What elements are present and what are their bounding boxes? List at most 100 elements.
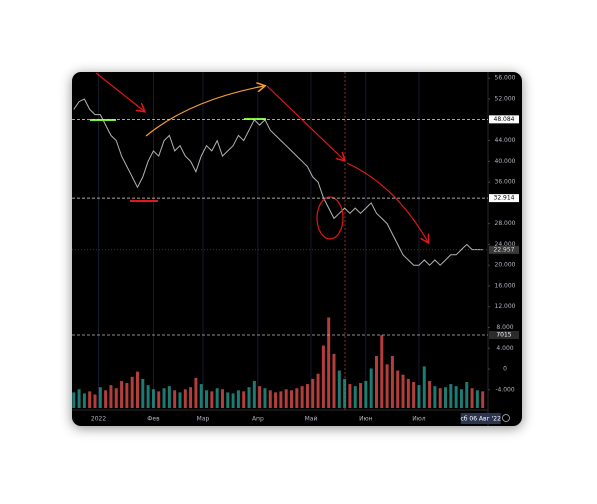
volume-bar [332, 353, 336, 408]
volume-level-box [489, 331, 519, 340]
volume-bar [247, 387, 251, 408]
volume-bar [88, 391, 92, 408]
volume-bar [199, 384, 203, 408]
volume-level-label: 7015 [496, 332, 511, 339]
x-tick-label: Май [305, 416, 318, 423]
x-tick-label: 2022 [91, 416, 106, 423]
volume-bar [72, 392, 76, 408]
volume-bar [141, 378, 145, 408]
volume-bar [470, 388, 474, 408]
settings-icon[interactable] [502, 414, 510, 422]
volume-bar [454, 386, 458, 408]
volume-bar [300, 386, 304, 408]
volume-bar [364, 380, 368, 408]
volume-bar [210, 391, 214, 408]
last-price-box [489, 245, 519, 254]
volume-bar [444, 387, 448, 408]
volume-bar [82, 393, 86, 408]
volume-bar [189, 387, 193, 408]
volume-bar [194, 377, 198, 408]
volume-bar [353, 386, 357, 408]
y-tick-label: 4.000 [496, 345, 513, 352]
y-tick-label: 28.000 [495, 220, 516, 227]
volume-bar [77, 389, 81, 408]
volume-bar [109, 385, 113, 408]
y-tick-label: 44.000 [495, 137, 516, 144]
arrow [266, 85, 344, 160]
y-tick-label: 52.000 [495, 96, 516, 103]
price-level-box [489, 194, 519, 203]
crosshair-label: сб 06 Авг '22 [460, 416, 501, 423]
volume-bar [98, 387, 102, 408]
y-tick-label: -4.000 [495, 386, 515, 393]
volume-bar [412, 381, 416, 408]
volume-bar [258, 386, 262, 408]
y-tick-label: 24.000 [495, 241, 516, 248]
volume-bar [104, 390, 108, 408]
volume-bar [316, 373, 320, 408]
volume-bar [183, 389, 187, 408]
volume-bar [380, 335, 384, 408]
volume-bar [120, 380, 124, 408]
arrow [95, 72, 144, 111]
y-tick-label: 36.000 [495, 179, 516, 186]
annotations [90, 72, 428, 242]
volume-bar [157, 391, 161, 408]
circle-mark [316, 196, 344, 240]
y-tick-label: 20.000 [495, 262, 516, 269]
crosshair-box [460, 413, 501, 424]
volume-bar [305, 384, 309, 408]
volume-bar [290, 390, 294, 408]
volume-bar [438, 388, 442, 408]
volume-bar [406, 378, 410, 408]
volume-bar [268, 390, 272, 408]
volume-bar [167, 386, 171, 408]
arrow [145, 86, 264, 137]
volume-bar [93, 394, 97, 408]
volume-bar [178, 392, 182, 408]
volume-bar [220, 389, 224, 408]
x-tick-label: Июл [412, 416, 426, 423]
price-level-label: 48.084 [494, 116, 515, 123]
y-tick-label: 56.000 [495, 75, 516, 82]
volume-bar [374, 355, 378, 408]
volume-bar [422, 366, 426, 408]
volume-bar [151, 389, 155, 408]
x-tick-label: Июн [359, 416, 373, 423]
y-tick-label: 8.000 [496, 324, 513, 331]
y-tick-label: 12.000 [495, 303, 516, 310]
y-tick-label: 16.000 [495, 282, 516, 289]
price-level-label: 32.914 [494, 195, 515, 202]
volume-bar [433, 386, 437, 408]
volume-bar [369, 368, 373, 408]
volume-bar [295, 388, 299, 408]
volume-bar [337, 370, 341, 408]
volume-bar [359, 383, 363, 408]
volume-bar [252, 380, 256, 408]
volume-bar [385, 364, 389, 408]
volume-bar [396, 370, 400, 408]
volume-bar [390, 355, 394, 408]
volume-bar [417, 385, 421, 408]
volume-bar [343, 378, 347, 408]
volume-bar [279, 391, 283, 408]
plot [72, 72, 485, 408]
volume-bar [459, 389, 463, 408]
arrow [346, 162, 428, 242]
volume-bar [327, 317, 331, 408]
volume-bar [311, 378, 315, 408]
volume-bar [242, 391, 246, 408]
volume-bar [114, 388, 118, 408]
volume-bar [135, 371, 139, 408]
volume-bar [231, 393, 235, 408]
volume-bar [449, 384, 453, 408]
volume-bar [475, 390, 479, 408]
volume-bar [226, 392, 230, 408]
panel [72, 72, 522, 426]
volume-bar [401, 374, 405, 408]
volume-bar [263, 388, 267, 408]
volume-bar [428, 380, 432, 408]
volume-bar [130, 376, 134, 408]
